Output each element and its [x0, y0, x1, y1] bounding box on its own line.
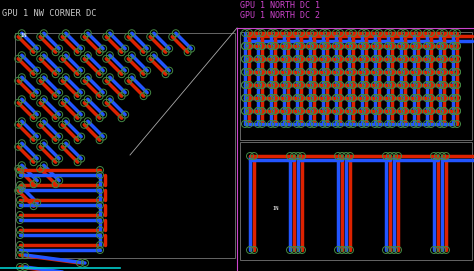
Bar — [240, 32, 472, 140]
Bar — [15, 33, 235, 258]
Text: GPU 1 NW CORNER DC: GPU 1 NW CORNER DC — [2, 9, 97, 18]
Text: IN: IN — [20, 33, 27, 38]
Text: IN: IN — [272, 206, 279, 211]
Bar — [240, 142, 472, 260]
Text: GPU 1 NORTH DC 1: GPU 1 NORTH DC 1 — [240, 1, 320, 10]
Text: GPU 1 NORTH DC 2: GPU 1 NORTH DC 2 — [240, 11, 320, 20]
